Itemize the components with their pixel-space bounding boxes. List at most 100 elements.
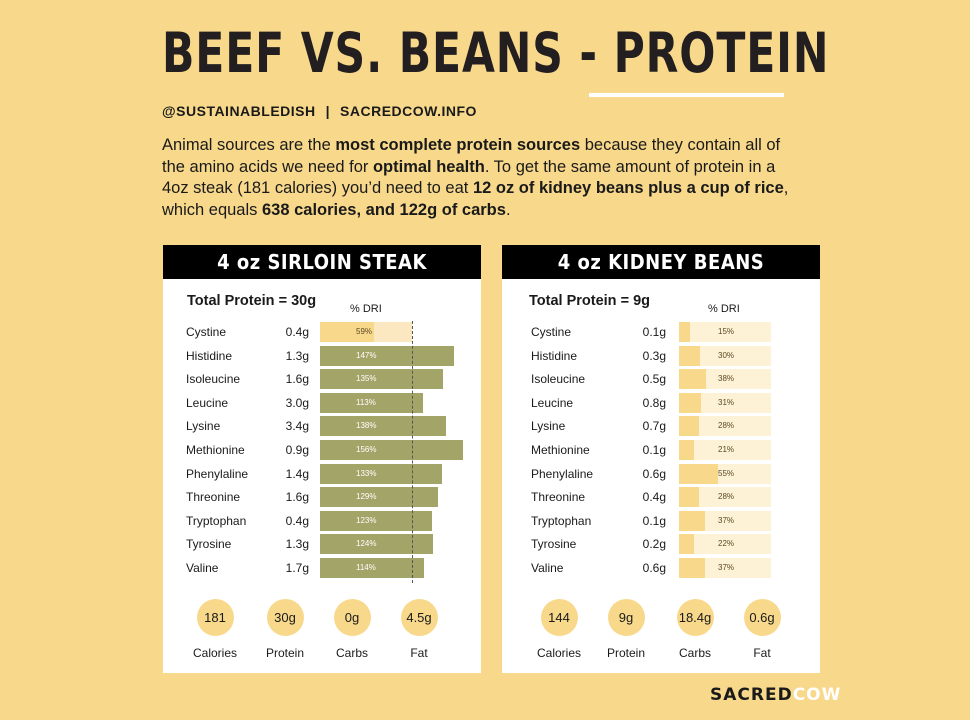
amino-row: Leucine 3.0g 113% xyxy=(163,392,481,416)
stat-fat: 0.6g Fat xyxy=(728,599,796,660)
amino-acid-label: Cystine xyxy=(531,325,572,339)
social-handle: @SUSTAINABLEDISH xyxy=(162,103,316,119)
dri-bar-track: 124% xyxy=(320,534,434,555)
amino-row: Phenylaline 1.4g 133% xyxy=(163,463,481,487)
amino-acid-label: Valine xyxy=(186,560,219,575)
amount-label: 1.4g xyxy=(285,466,309,481)
dri-value-label: 138% xyxy=(356,421,377,431)
dri-bar xyxy=(320,487,438,508)
amount-label: 0.8g xyxy=(642,395,666,410)
amount-label: 0.3g xyxy=(642,348,666,363)
dri-value-label: 133% xyxy=(356,468,377,478)
dri-bar xyxy=(320,416,447,437)
amount-label: 0.4g xyxy=(285,513,309,528)
dri-bar-track: 59% xyxy=(320,322,412,342)
stat-protein: 30g Protein xyxy=(251,599,319,660)
amino-acid-label: Methionine xyxy=(186,442,245,457)
dri-bar-track: 15% xyxy=(679,322,771,342)
stat-value-circle: 144 xyxy=(540,599,578,636)
amino-row: Phenylaline 0.6g 55% xyxy=(502,463,820,487)
stat-protein: 9g Protein xyxy=(592,599,660,660)
stat-label: Protein xyxy=(265,646,305,660)
amount-label: 0.2g xyxy=(642,537,666,552)
dri-value-label: 37% xyxy=(718,562,735,572)
intro-emphasis: 638 calories, and 122g of carbs xyxy=(261,200,506,219)
dri-bar xyxy=(679,463,718,484)
amino-row: Cystine 0.4g 59% xyxy=(163,321,481,345)
dri-bar-track: 30% xyxy=(679,345,771,366)
dri-value-label: 135% xyxy=(356,374,377,384)
dri-value-label: 113% xyxy=(356,397,376,407)
dri-bar xyxy=(320,369,444,390)
total-protein: Total Protein = 9g xyxy=(529,293,650,309)
intro-text: , which equals xyxy=(162,179,789,219)
amount-label: 1.6g xyxy=(285,372,309,387)
dri-bar-track: 133% xyxy=(320,463,442,484)
amount-label: 0.1g xyxy=(642,325,666,339)
stat-value-circle: 0.6g xyxy=(743,599,781,636)
amino-row: Tyrosine 0.2g 22% xyxy=(502,533,820,557)
stat-calories: 181 Calories xyxy=(181,599,249,660)
amino-acid-label: Threonine xyxy=(531,490,586,505)
panel-header: 4 oz KIDNEY BEANS xyxy=(502,245,820,279)
dri-value-label: 147% xyxy=(356,350,377,360)
stat-label: Fat xyxy=(410,646,428,660)
stat-label: Carbs xyxy=(678,646,711,660)
dri-bar-track: 31% xyxy=(679,392,771,413)
stat-value-circle: 4.5g xyxy=(400,599,438,636)
dri-value-label: 124% xyxy=(356,539,377,549)
intro-emphasis: optimal health xyxy=(372,157,485,176)
dri-bar xyxy=(679,534,695,555)
dri-bar xyxy=(320,439,463,460)
dri-bar-track: 37% xyxy=(679,557,771,578)
amino-acid-label: Leucine xyxy=(531,395,574,410)
amino-acid-label: Isoleucine xyxy=(186,372,241,387)
stat-value-circle: 18.4g xyxy=(676,599,714,636)
dri-bar-track: 37% xyxy=(679,510,771,531)
amount-label: 0.4g xyxy=(285,325,309,339)
intro-paragraph: Animal sources are the most complete pro… xyxy=(162,135,802,221)
amount-label: 3.4g xyxy=(285,419,309,434)
stat-carbs: 0g Carbs xyxy=(318,599,386,660)
dri-value-label: 114% xyxy=(356,562,376,572)
website-link[interactable]: SACREDCOW.INFO xyxy=(340,103,477,119)
stat-fat: 4.5g Fat xyxy=(385,599,453,660)
dri-value-label: 156% xyxy=(356,444,377,454)
amino-rows: Cystine 0.1g 15% Histidine 0.3g 30% Isoleucine… xyxy=(502,321,820,581)
stat-calories: 144 Calories xyxy=(525,599,593,660)
amount-label: 1.6g xyxy=(285,490,309,505)
stat-carbs: 18.4g Carbs xyxy=(661,599,729,660)
dri-bar xyxy=(320,534,434,555)
stat-label: Fat xyxy=(753,646,771,660)
dri-bar-track: 55% xyxy=(679,463,771,484)
dri-value-label: 55% xyxy=(718,468,735,478)
amount-label: 0.5g xyxy=(642,372,666,387)
dri-bar-track: 113% xyxy=(320,392,424,413)
dri-bar-track: 123% xyxy=(320,510,433,531)
dri-bar xyxy=(320,322,374,342)
amino-acid-label: Lysine xyxy=(186,419,221,434)
dri-100-reference-line xyxy=(412,321,413,583)
dri-axis-label: % DRI xyxy=(708,303,740,315)
intro-text: because they contain all of the amino ac… xyxy=(162,136,781,176)
amino-row: Cystine 0.1g 15% xyxy=(502,321,820,345)
amino-row: Threonine 0.4g 28% xyxy=(502,486,820,510)
amount-label: 0.1g xyxy=(642,442,666,457)
stat-value-circle: 30g xyxy=(266,599,304,636)
amino-row: Isoleucine 0.5g 38% xyxy=(502,368,820,392)
handles: @SUSTAINABLEDISH | SACREDCOW.INFO xyxy=(162,103,477,119)
amount-label: 0.7g xyxy=(642,419,666,434)
dri-value-label: 30% xyxy=(718,350,735,360)
stat-label: Protein xyxy=(606,646,646,660)
amino-row: Tryptophan 0.4g 123% xyxy=(163,510,481,534)
amino-acid-label: Tyrosine xyxy=(186,537,232,552)
dri-bar xyxy=(679,416,699,437)
dri-bar xyxy=(320,392,424,413)
amino-rows: Cystine 0.4g 59% Histidine 1.3g 147% Isoleucin… xyxy=(163,321,481,581)
stat-value-circle: 181 xyxy=(196,599,234,636)
amino-row: Histidine 0.3g 30% xyxy=(502,345,820,369)
dri-bar-track: 28% xyxy=(679,487,771,508)
dri-value-label: 28% xyxy=(718,421,735,431)
dri-value-label: 15% xyxy=(718,327,735,336)
amino-row: Valine 0.6g 37% xyxy=(502,557,820,581)
